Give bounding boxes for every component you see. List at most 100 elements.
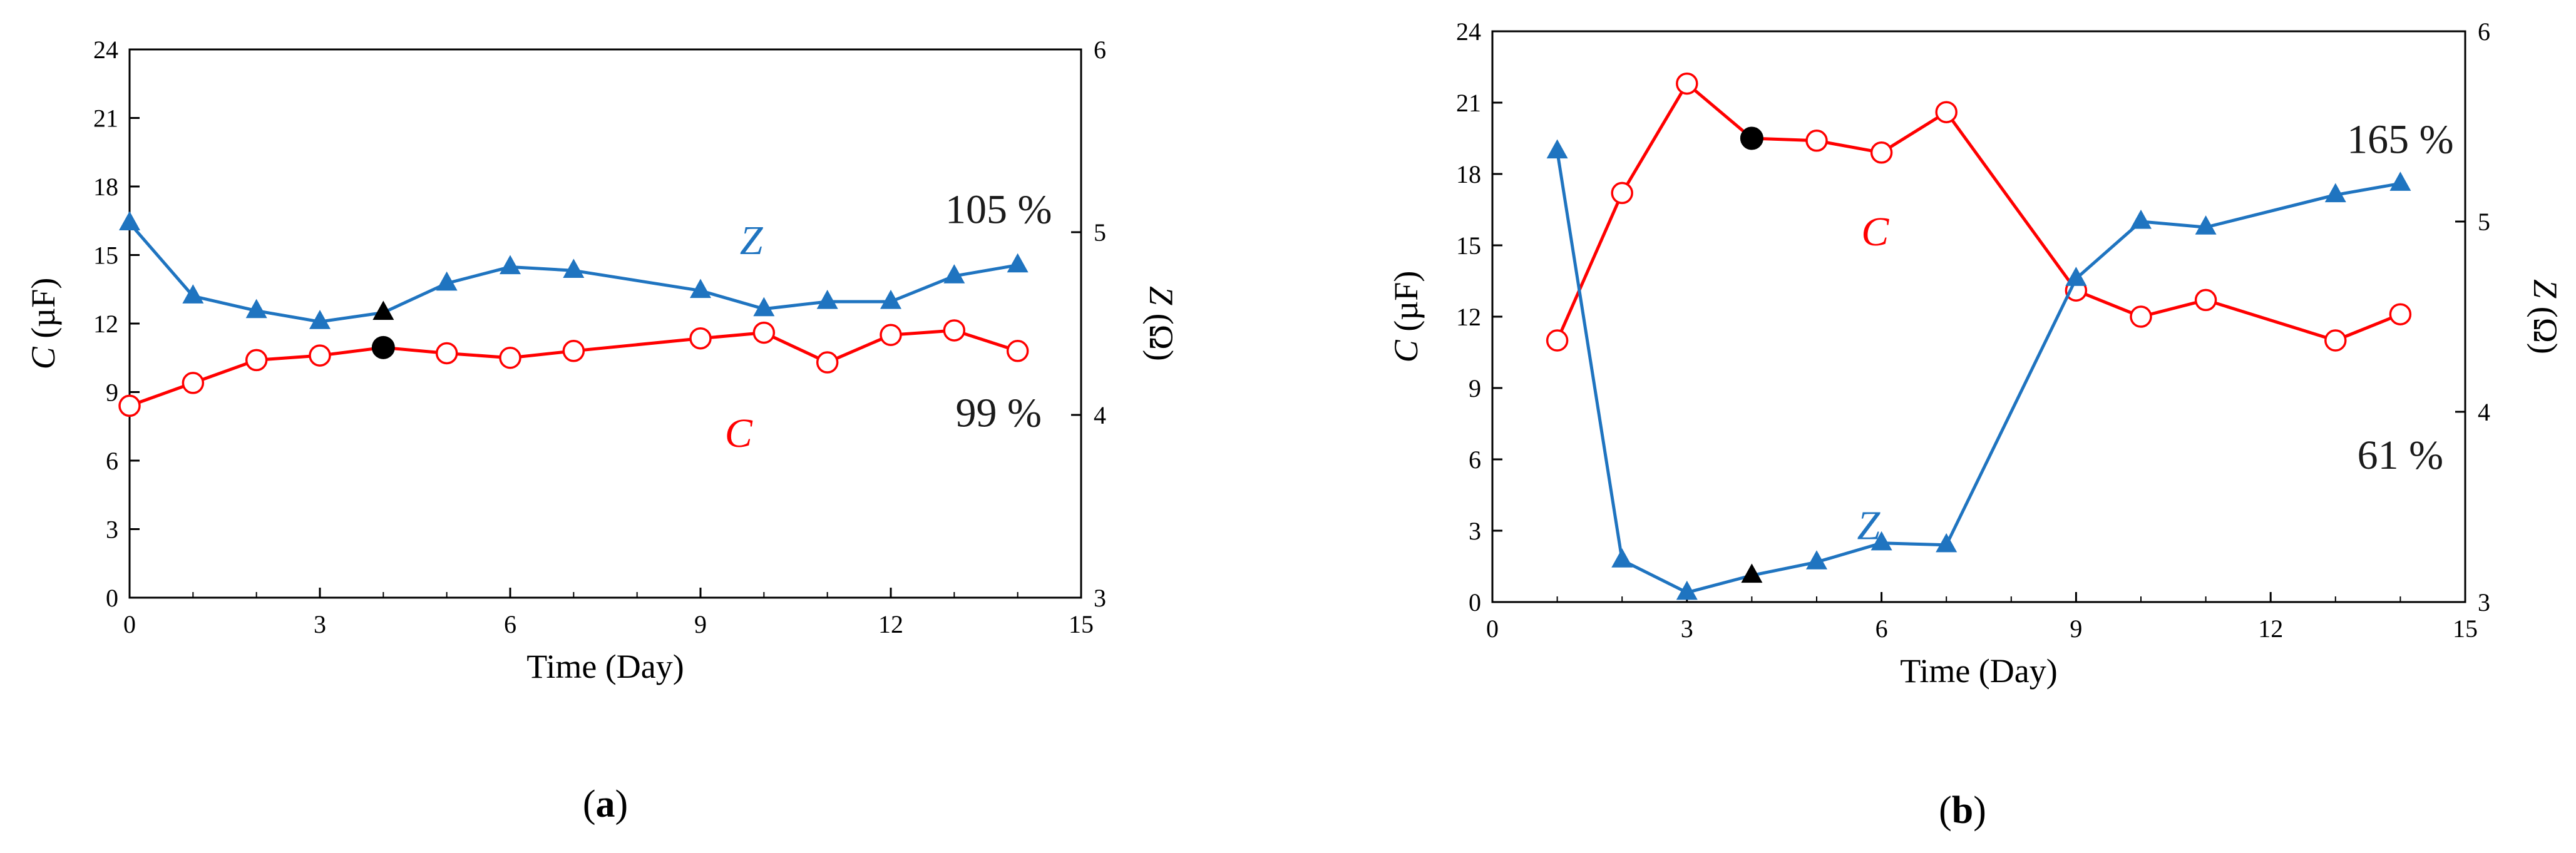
y-left-tick-label: 21	[93, 105, 118, 133]
series-z-label: Z	[1857, 503, 1881, 549]
plot-frame	[1491, 30, 2466, 603]
y-right-tick-label: 6	[2478, 18, 2490, 46]
x-axis-label: Time (Day)	[526, 648, 684, 685]
series-c-line	[1556, 82, 2401, 342]
series-z-point	[309, 310, 331, 329]
series-z-point	[753, 297, 775, 317]
y-right-axis-var: Z	[1142, 286, 1180, 305]
series-z-point	[119, 211, 140, 231]
series-c-percent: 99 %	[956, 390, 1042, 436]
y-left-tick-label: 6	[1469, 446, 1481, 474]
series-z-point	[245, 299, 267, 319]
y-left-axis-var: C	[1387, 339, 1425, 362]
series-z-line	[128, 222, 1019, 324]
y-left-tick-label: 6	[106, 447, 118, 475]
panel-a: 0 3 6 9 12 15 0 3 6 9 12 15 18 21 24 3 4 5 6 Time (Day) C (µ…	[24, 36, 1180, 825]
y-left-tick-label: 0	[106, 584, 118, 612]
series-c-point	[1870, 141, 1893, 164]
series-z-point	[690, 278, 711, 299]
series-z-point	[1936, 533, 1958, 553]
y-left-axis-label: C (µF)	[24, 278, 62, 370]
y-left-axis-var: C	[24, 346, 62, 369]
y-right-axis-label: Z (Ω)	[1142, 286, 1180, 361]
series-z-point	[1546, 139, 1568, 159]
series-z-point	[436, 271, 458, 291]
y-right-tick-label: 5	[2478, 208, 2490, 236]
series-z-point	[563, 258, 585, 278]
series-c-point	[1935, 101, 1958, 123]
y-right-tick-label: 3	[2478, 588, 2490, 616]
y-left-axis-label: C (µF)	[1387, 271, 1425, 363]
x-tick-label: 12	[2258, 615, 2283, 643]
y-left-axis-unit: (µF)	[1387, 271, 1425, 340]
panel-label-letter: b	[1952, 789, 1973, 832]
series-z-line	[1556, 151, 2401, 595]
series-c-point	[1611, 181, 1633, 205]
panel-label-open: (	[1939, 789, 1952, 832]
panel-label-close: )	[1973, 789, 1986, 832]
series-z-point	[2389, 171, 2411, 191]
series-z-point	[1611, 548, 1633, 568]
series-c-point	[1546, 329, 1569, 352]
y-left-tick-label: 18	[1456, 160, 1481, 188]
y-left-tick-label: 18	[93, 173, 118, 201]
plot-frame	[128, 48, 1082, 599]
x-axis-label: Time (Day)	[1900, 652, 2058, 690]
series-z-label: Z	[740, 218, 764, 263]
y-left-tick-label: 21	[1456, 89, 1481, 117]
y-left-tick-label: 9	[106, 379, 118, 407]
series-z-point	[1870, 531, 1892, 551]
series-z-point	[1007, 253, 1029, 273]
series-z-point	[500, 255, 521, 275]
y-left-tick-label: 24	[1456, 18, 1481, 46]
series-c-point	[1006, 340, 1029, 362]
y-right-tick-label: 5	[1094, 218, 1106, 247]
y-left-tick-label: 9	[1469, 374, 1481, 402]
x-tick-label: 3	[1681, 615, 1693, 643]
series-c-point	[245, 349, 268, 372]
series-z-point	[2130, 210, 2152, 229]
series-z-point-highlight	[1741, 563, 1763, 583]
panel-b: 0 3 6 9 12 15 0 3 6 9 12 15 18 21 24 3 4 5 6 Time (Day) C (µ…	[1387, 18, 2564, 832]
series-c-label: C	[725, 411, 753, 456]
y-right-axis-unit: (Ω)	[1142, 305, 1180, 361]
series-c-point-highlight	[371, 335, 395, 359]
series-z-percent: 105 %	[945, 186, 1052, 232]
series-z-point-highlight	[372, 300, 394, 320]
y-right-axis-var: Z	[2527, 279, 2564, 299]
y-left-tick-label: 3	[1469, 517, 1481, 545]
series-c-point	[2194, 289, 2217, 312]
series-c-point-highlight	[1740, 126, 1763, 150]
series-c-point	[2389, 303, 2412, 325]
x-tick-label: 0	[1486, 615, 1499, 643]
series-c-point	[499, 347, 521, 369]
x-tick-label: 12	[878, 610, 903, 638]
series-z: Z 105 %	[119, 186, 1052, 329]
series-c-point	[118, 394, 141, 417]
y-left-tick-label: 0	[1469, 588, 1481, 616]
y-left-tick-label: 12	[1456, 303, 1481, 331]
series-z-point	[2195, 215, 2217, 235]
series-c-point	[2324, 329, 2347, 352]
y-right-axis-unit: (Ω)	[2527, 298, 2564, 354]
series-c-point	[1805, 130, 1828, 152]
series-z-point	[1676, 580, 1698, 600]
y-right-tick-label: 3	[1094, 584, 1106, 612]
x-tick-label: 9	[694, 610, 707, 638]
y-right-axis-label: Z (Ω)	[2527, 279, 2564, 354]
y-left-tick-label: 12	[93, 310, 118, 338]
series-z: Z 165 %	[1546, 117, 2454, 600]
series-c-label: C	[1861, 209, 1889, 255]
series-c-point	[752, 321, 776, 344]
series-c-percent: 61 %	[2358, 432, 2443, 478]
series-c-point	[943, 319, 966, 342]
panel-label-open: (	[583, 783, 596, 825]
series-c-point	[2130, 305, 2152, 328]
series-z-percent: 165 %	[2347, 117, 2453, 163]
y-left-tick-label: 15	[93, 242, 118, 270]
y-right-tick-label: 4	[2478, 398, 2490, 426]
panel-label-close: )	[615, 783, 629, 825]
series-c: C 61 %	[1546, 72, 2443, 478]
y-left-tick-label: 24	[93, 36, 118, 64]
